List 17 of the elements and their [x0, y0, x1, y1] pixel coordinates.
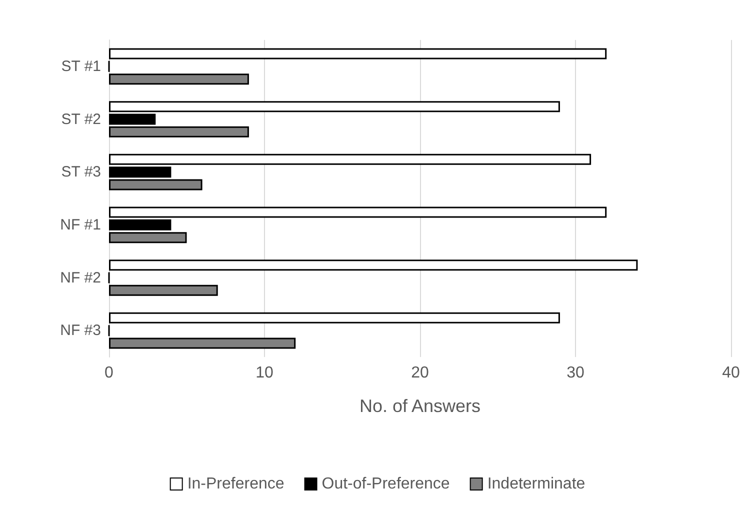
x-tick-label: 30 [566, 364, 584, 382]
y-tick-label: ST #2 [61, 110, 101, 128]
y-tick-label: NF #1 [60, 216, 101, 234]
y-tick-label: ST #3 [61, 164, 101, 181]
x-tick-label: 20 [411, 364, 429, 382]
x-tick-label: 40 [722, 364, 740, 382]
bar [109, 101, 560, 112]
y-tick-label: NF #2 [60, 269, 101, 286]
x-tick-label: 10 [256, 364, 274, 382]
legend-label: Indeterminate [487, 476, 586, 492]
bar [109, 260, 638, 271]
legend-label: In-Preference [187, 476, 284, 492]
y-tick-label: NF #3 [60, 322, 101, 340]
x-tick-label: 0 [104, 364, 114, 382]
x-axis-title: No. of Answers [359, 396, 481, 416]
y-tick-label: ST #1 [61, 58, 101, 75]
legend-label: Out-of-Preference [322, 476, 450, 492]
